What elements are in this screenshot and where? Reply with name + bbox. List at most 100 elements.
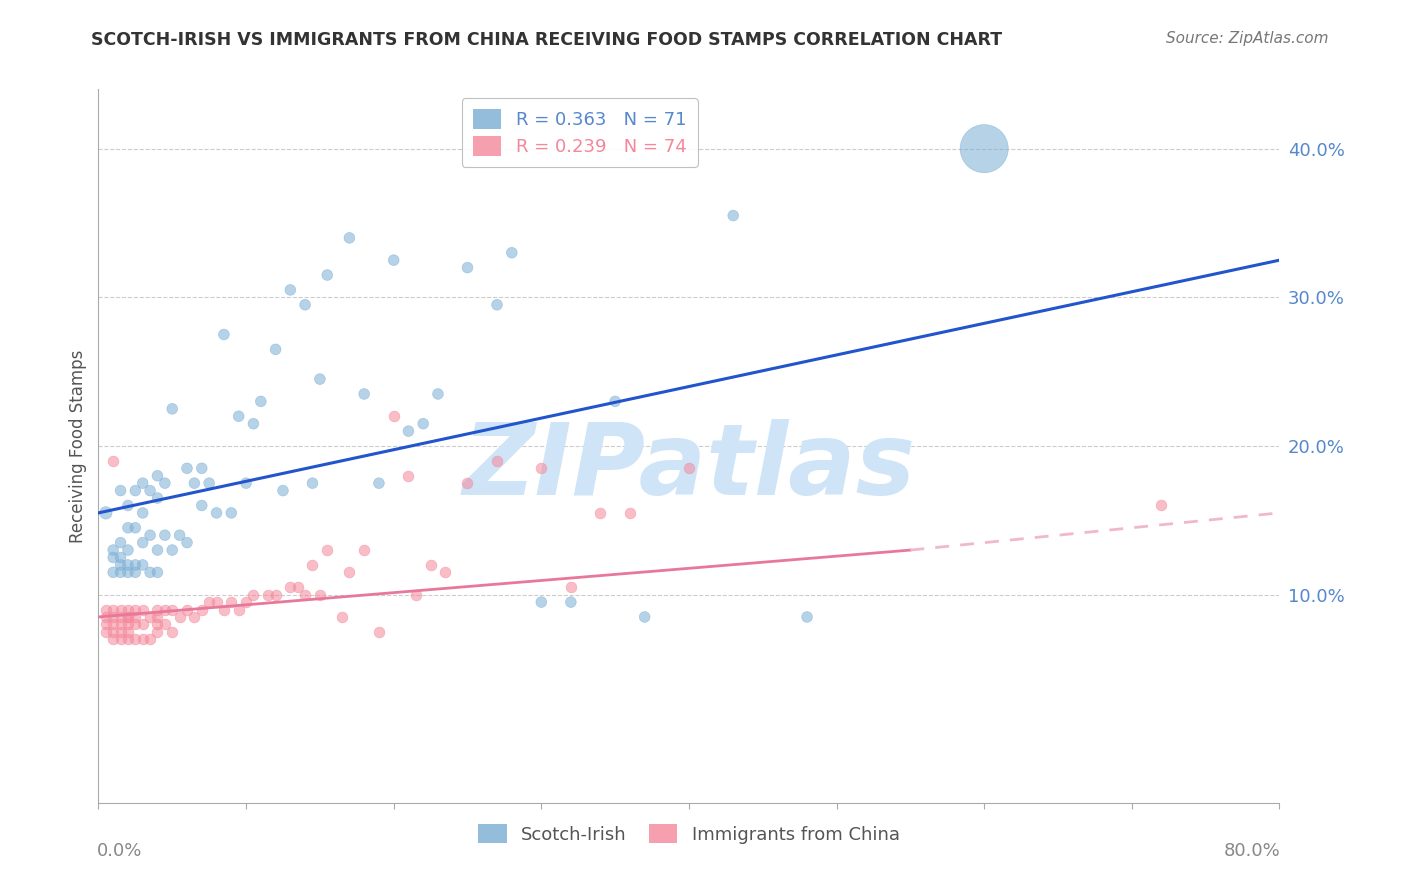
Point [117, 610, 139, 624]
Point [153, 528, 176, 542]
Point [117, 632, 139, 647]
Point [309, 372, 332, 386]
Point [191, 461, 214, 475]
Point [124, 566, 146, 580]
Point [110, 632, 132, 647]
Point [146, 602, 169, 616]
Point [169, 610, 191, 624]
Point [405, 588, 427, 602]
Point [678, 461, 700, 475]
Point [250, 394, 273, 409]
Point [124, 617, 146, 632]
Point [139, 566, 162, 580]
Point [117, 499, 139, 513]
Point [280, 580, 302, 594]
Point [339, 566, 361, 580]
Point [221, 595, 243, 609]
Point [117, 617, 139, 632]
Point [124, 610, 146, 624]
Point [103, 566, 125, 580]
Point [103, 602, 125, 616]
Point [589, 506, 612, 520]
Point [146, 617, 169, 632]
Point [212, 602, 235, 616]
Point [257, 588, 280, 602]
Point [124, 602, 146, 616]
Point [146, 491, 169, 505]
Point [212, 327, 235, 342]
Point [132, 632, 155, 647]
Point [316, 543, 339, 558]
Point [124, 558, 146, 572]
Point [301, 558, 323, 572]
Point [103, 632, 125, 647]
Point [103, 617, 125, 632]
Point [1150, 499, 1173, 513]
Point [162, 401, 183, 416]
Point [146, 624, 169, 639]
Point [176, 602, 198, 616]
Point [94, 610, 117, 624]
Point [280, 283, 302, 297]
Point [191, 602, 214, 616]
Point [117, 543, 139, 558]
Point [132, 476, 155, 491]
Point [139, 632, 162, 647]
Point [294, 588, 316, 602]
Point [398, 468, 420, 483]
Point [139, 610, 162, 624]
Point [117, 610, 139, 624]
Point [198, 595, 221, 609]
Point [124, 632, 146, 647]
Point [124, 521, 146, 535]
Point [191, 499, 214, 513]
Point [146, 543, 169, 558]
Point [153, 476, 176, 491]
Point [139, 483, 162, 498]
Text: SCOTCH-IRISH VS IMMIGRANTS FROM CHINA RECEIVING FOOD STAMPS CORRELATION CHART: SCOTCH-IRISH VS IMMIGRANTS FROM CHINA RE… [91, 31, 1002, 49]
Point [353, 387, 375, 401]
Point [103, 454, 125, 468]
Point [103, 543, 125, 558]
Text: 80.0%: 80.0% [1223, 842, 1281, 860]
Text: 0.0%: 0.0% [97, 842, 142, 860]
Point [368, 624, 391, 639]
Point [486, 298, 509, 312]
Point [339, 231, 361, 245]
Point [124, 483, 146, 498]
Point [235, 595, 257, 609]
Point [110, 483, 132, 498]
Text: Source: ZipAtlas.com: Source: ZipAtlas.com [1166, 31, 1329, 46]
Point [368, 476, 391, 491]
Point [146, 566, 169, 580]
Point [132, 558, 155, 572]
Point [242, 417, 264, 431]
Point [176, 461, 198, 475]
Point [132, 617, 155, 632]
Point [110, 566, 132, 580]
Point [264, 588, 287, 602]
Point [560, 595, 582, 609]
Point [139, 528, 162, 542]
Point [501, 245, 523, 260]
Point [94, 506, 117, 520]
Point [110, 624, 132, 639]
Point [228, 602, 250, 616]
Point [198, 476, 221, 491]
Point [530, 595, 553, 609]
Point [242, 588, 264, 602]
Point [486, 454, 509, 468]
Point [103, 610, 125, 624]
Point [110, 602, 132, 616]
Point [117, 624, 139, 639]
Point [605, 394, 627, 409]
Point [301, 476, 323, 491]
Point [294, 298, 316, 312]
Point [221, 506, 243, 520]
Point [457, 260, 479, 275]
Point [110, 535, 132, 549]
Point [316, 268, 339, 282]
Point [110, 550, 132, 565]
Point [271, 483, 294, 498]
Point [353, 543, 375, 558]
